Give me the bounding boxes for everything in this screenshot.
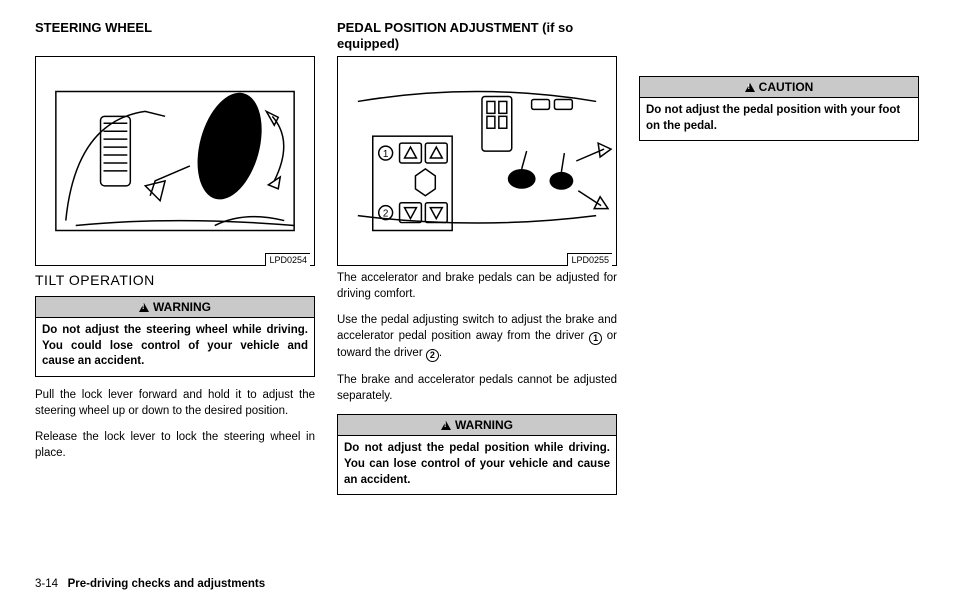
warning-header-steering: WARNING: [36, 297, 314, 318]
warning-body-steering: Do not adjust the steering wheel while d…: [36, 318, 314, 376]
para-release-lever: Release the lock lever to lock the steer…: [35, 429, 315, 461]
subheading-tilt: TILT OPERATION: [35, 272, 315, 288]
svg-text:2: 2: [383, 209, 389, 220]
caution-box-pedal: CAUTION Do not adjust the pedal position…: [639, 76, 919, 141]
warning-icon: [139, 303, 149, 312]
heading-spacer: [639, 20, 919, 56]
figure-label-2: LPD0255: [567, 253, 612, 266]
para2-seg-c: .: [439, 347, 442, 359]
warning-box-steering: WARNING Do not adjust the steering wheel…: [35, 296, 315, 377]
column-middle: PEDAL POSITION ADJUSTMENT (if so equippe…: [337, 20, 617, 565]
heading-steering-wheel: STEERING WHEEL: [35, 20, 315, 56]
figure-steering-wheel: LPD0254: [35, 56, 315, 266]
page-content: STEERING WHEEL LPD025: [35, 20, 919, 565]
steering-wheel-illustration: [36, 57, 314, 265]
top-spacer: [639, 56, 919, 76]
para2-seg-a: Use the pedal adjusting switch to adjust…: [337, 314, 617, 342]
column-right: CAUTION Do not adjust the pedal position…: [639, 20, 919, 565]
warning-body-pedal: Do not adjust the pedal position while d…: [338, 436, 616, 494]
page-footer: 3-14 Pre-driving checks and adjustments: [35, 578, 265, 590]
warning-header-pedal: WARNING: [338, 415, 616, 436]
figure-pedal-adjust: 1 2 LPD0255: [337, 56, 617, 266]
para-use-switch: Use the pedal adjusting switch to adjust…: [337, 312, 617, 362]
caution-icon: [745, 83, 755, 92]
figure-label-1: LPD0254: [265, 253, 310, 266]
para-pedals-adjust: The accelerator and brake pedals can be …: [337, 270, 617, 302]
pedal-illustration: 1 2: [338, 57, 616, 265]
circled-1: 1: [589, 332, 602, 345]
section-title: Pre-driving checks and adjustments: [68, 578, 265, 590]
caution-title: CAUTION: [759, 80, 814, 94]
warning-box-pedal: WARNING Do not adjust the pedal position…: [337, 414, 617, 495]
warning-title-steering: WARNING: [153, 300, 211, 314]
svg-text:1: 1: [383, 149, 389, 160]
heading-pedal-adjust: PEDAL POSITION ADJUSTMENT (if so equippe…: [337, 20, 617, 56]
circled-2: 2: [426, 349, 439, 362]
caution-header: CAUTION: [640, 77, 918, 98]
page-number: 3-14: [35, 578, 58, 590]
warning-icon: [441, 421, 451, 430]
warning-title-pedal: WARNING: [455, 418, 513, 432]
para-pull-lever: Pull the lock lever forward and hold it …: [35, 387, 315, 419]
caution-body: Do not adjust the pedal position with yo…: [640, 98, 918, 140]
column-left: STEERING WHEEL LPD025: [35, 20, 315, 565]
para-not-separate: The brake and accelerator pedals cannot …: [337, 372, 617, 404]
